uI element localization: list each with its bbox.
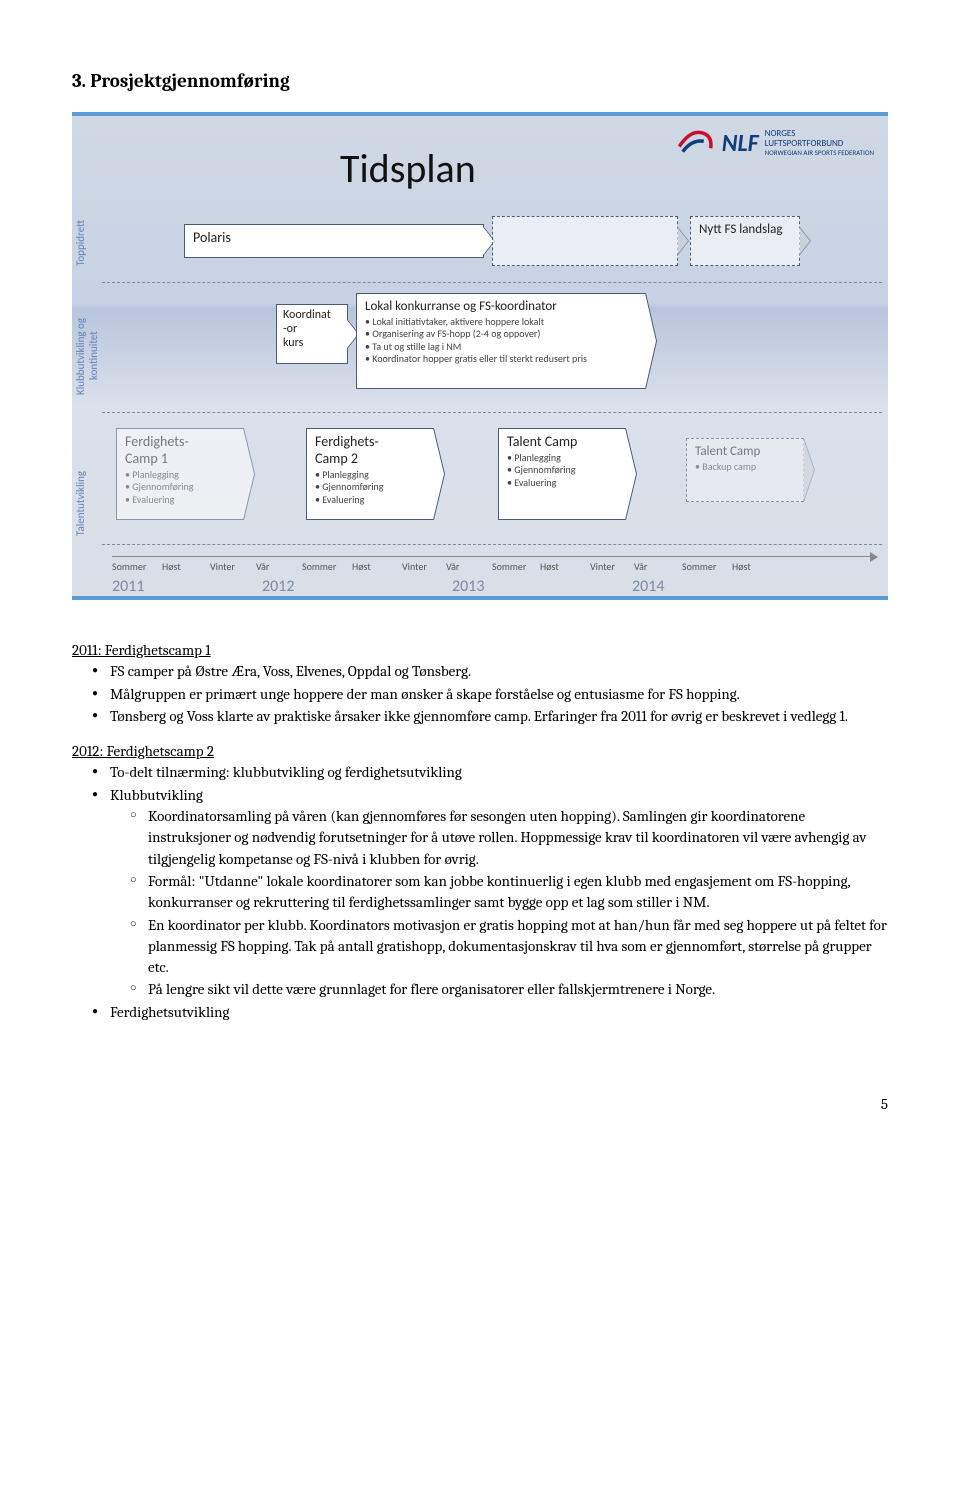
body-text: 2011: Ferdighetscamp 1 FS camper på Østr… xyxy=(72,640,888,1023)
subhead-2011: 2011: Ferdighetscamp 1 xyxy=(72,640,888,661)
tidsplan-slide: NLF NORGES LUFTSPORTFORBUND NORWEGIAN AI… xyxy=(72,112,888,600)
box-talent-camp: Talent Camp Planlegging Gjennomføring Ev… xyxy=(498,428,626,520)
ylabel-klubbutvikling: Klubbutvikling og kontinuitet xyxy=(74,296,100,416)
logo-icon xyxy=(674,122,716,164)
section-heading: 3. Prosjektgjennomføring xyxy=(72,70,888,92)
box-polaris: Polaris xyxy=(184,224,484,258)
nlf-logo: NLF NORGES LUFTSPORTFORBUND NORWEGIAN AI… xyxy=(674,122,874,164)
list-2012: To-delt tilnærming: klubbutvikling og fe… xyxy=(72,762,888,1023)
box-talent-camp-backup: Talent Camp Backup camp xyxy=(686,438,804,502)
ylabel-toppidrett: Toppidrett xyxy=(74,196,87,266)
box-ferdighets-camp-2: Ferdighets- Camp 2 Planlegging Gjennomfø… xyxy=(306,428,434,520)
box-nytt-fs-landslag: Nytt FS landslag xyxy=(690,216,800,266)
box-empty-dashed xyxy=(492,216,678,266)
timeline-axis: Sommer Høst Vinter Vår Sommer Høst Vinte… xyxy=(112,556,872,557)
slide-title: Tidsplan xyxy=(340,144,476,193)
box-list: Lokal initiativtaker, aktivere hoppere l… xyxy=(365,316,637,366)
divider xyxy=(102,544,882,545)
list-2011: FS camper på Østre Æra, Voss, Elvenes, O… xyxy=(72,661,888,727)
sublist-klubbutvikling: Koordinatorsamling på våren (kan gjennom… xyxy=(110,806,888,1001)
divider xyxy=(102,412,882,413)
box-ferdighets-camp-1: Ferdighets- Camp 1 Planlegging Gjennomfø… xyxy=(116,428,244,520)
divider xyxy=(102,282,882,283)
box-lokal-konkurranse: Lokal konkurranse og FS-koordinator Loka… xyxy=(356,293,646,389)
box-koordinatorkurs: Koordinat -or kurs xyxy=(276,304,348,364)
page-number: 5 xyxy=(0,1077,960,1137)
subhead-2012: 2012: Ferdighetscamp 2 xyxy=(72,741,888,762)
logo-text: NORGES LUFTSPORTFORBUND NORWEGIAN AIR SP… xyxy=(765,129,874,156)
ylabel-talentutvikling: Talentutvikling xyxy=(74,426,87,536)
logo-abbr: NLF xyxy=(722,129,759,158)
